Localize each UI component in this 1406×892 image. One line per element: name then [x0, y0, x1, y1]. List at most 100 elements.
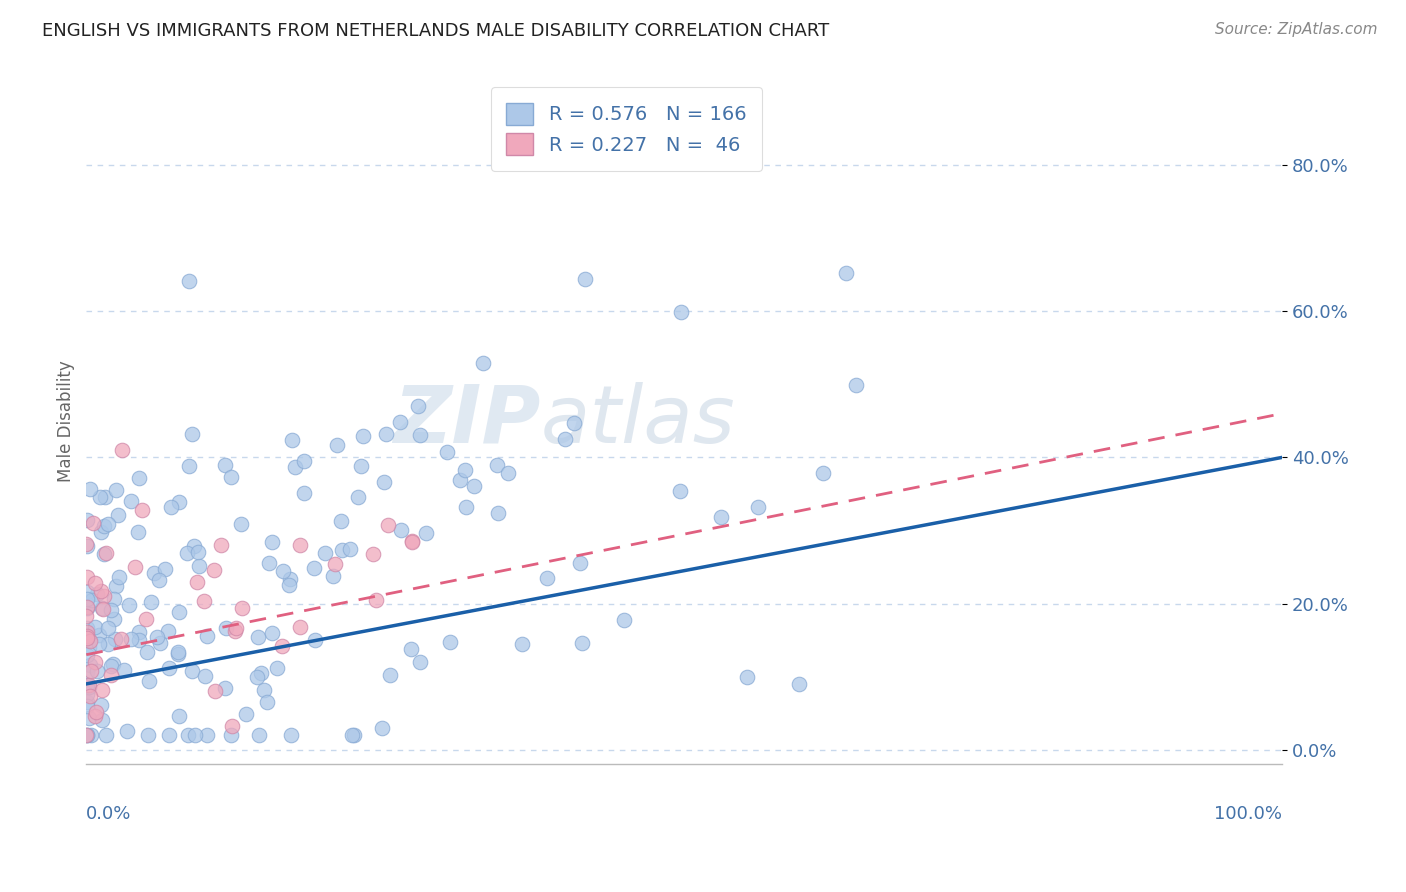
Point — [76, 648, 98, 662]
Point — [250, 665, 273, 680]
Point — [339, 541, 361, 556]
Point — [86, 664, 108, 678]
Point — [149, 636, 172, 650]
Point — [371, 721, 394, 735]
Point — [486, 506, 509, 520]
Point — [177, 275, 200, 289]
Point — [361, 548, 384, 562]
Point — [350, 458, 373, 473]
Point — [157, 624, 180, 638]
Point — [326, 438, 349, 452]
Point — [91, 602, 114, 616]
Point — [93, 548, 115, 562]
Point — [157, 728, 180, 742]
Point — [90, 600, 112, 615]
Point — [148, 573, 170, 587]
Point — [128, 625, 150, 640]
Point — [195, 728, 218, 742]
Point — [454, 463, 477, 477]
Point — [710, 510, 733, 524]
Point — [76, 695, 98, 709]
Point — [79, 658, 101, 673]
Point — [449, 473, 471, 487]
Point — [94, 546, 117, 560]
Point — [176, 546, 198, 560]
Point — [110, 632, 132, 646]
Point — [97, 516, 120, 531]
Point — [76, 591, 98, 606]
Point — [471, 356, 494, 370]
Point — [142, 566, 165, 581]
Point — [454, 500, 477, 515]
Point — [278, 572, 301, 586]
Point — [90, 698, 112, 713]
Point — [76, 584, 98, 599]
Point — [97, 638, 120, 652]
Point — [554, 432, 576, 446]
Point — [486, 458, 509, 472]
Point — [377, 517, 399, 532]
Point — [160, 500, 183, 515]
Point — [128, 632, 150, 647]
Point — [103, 592, 125, 607]
Point — [204, 684, 226, 698]
Text: ENGLISH VS IMMIGRANTS FROM NETHERLANDS MALE DISABILITY CORRELATION CHART: ENGLISH VS IMMIGRANTS FROM NETHERLANDS M… — [42, 22, 830, 40]
Point — [76, 678, 98, 692]
Point — [256, 695, 278, 709]
Point — [167, 709, 190, 723]
Point — [364, 592, 387, 607]
Point — [375, 426, 398, 441]
Point — [75, 609, 97, 624]
Point — [76, 539, 98, 553]
Point — [214, 458, 236, 472]
Point — [260, 534, 283, 549]
Point — [536, 571, 558, 585]
Point — [76, 632, 98, 646]
Point — [177, 728, 200, 742]
Point — [104, 632, 127, 646]
Point — [496, 467, 519, 481]
Point — [120, 632, 142, 646]
Point — [342, 728, 364, 742]
Point — [76, 699, 98, 714]
Point — [209, 538, 232, 552]
Point — [79, 690, 101, 704]
Point — [669, 484, 692, 499]
Point — [118, 598, 141, 612]
Point — [89, 490, 111, 504]
Point — [105, 483, 128, 497]
Point — [280, 728, 302, 742]
Point — [83, 620, 105, 634]
Point — [406, 399, 429, 413]
Point — [253, 683, 276, 698]
Legend: R = 0.576   N = 166, R = 0.227   N =  46: R = 0.576 N = 166, R = 0.227 N = 46 — [491, 87, 762, 171]
Point — [80, 728, 103, 742]
Point — [219, 728, 242, 742]
Point — [84, 705, 107, 719]
Point — [103, 612, 125, 626]
Point — [436, 445, 458, 459]
Point — [120, 494, 142, 508]
Point — [84, 709, 107, 723]
Point — [340, 728, 363, 742]
Point — [215, 621, 238, 635]
Point — [77, 678, 100, 692]
Point — [100, 603, 122, 617]
Point — [77, 640, 100, 654]
Point — [373, 475, 395, 490]
Point — [107, 508, 129, 522]
Point — [153, 562, 176, 576]
Point — [183, 539, 205, 553]
Point — [193, 594, 215, 608]
Point — [510, 637, 533, 651]
Point — [108, 569, 131, 583]
Point — [76, 687, 98, 701]
Point — [292, 454, 315, 468]
Point — [194, 668, 217, 682]
Point — [167, 645, 190, 659]
Point — [304, 561, 326, 575]
Point — [76, 728, 98, 742]
Point — [835, 266, 858, 280]
Point — [613, 614, 636, 628]
Point — [574, 271, 596, 285]
